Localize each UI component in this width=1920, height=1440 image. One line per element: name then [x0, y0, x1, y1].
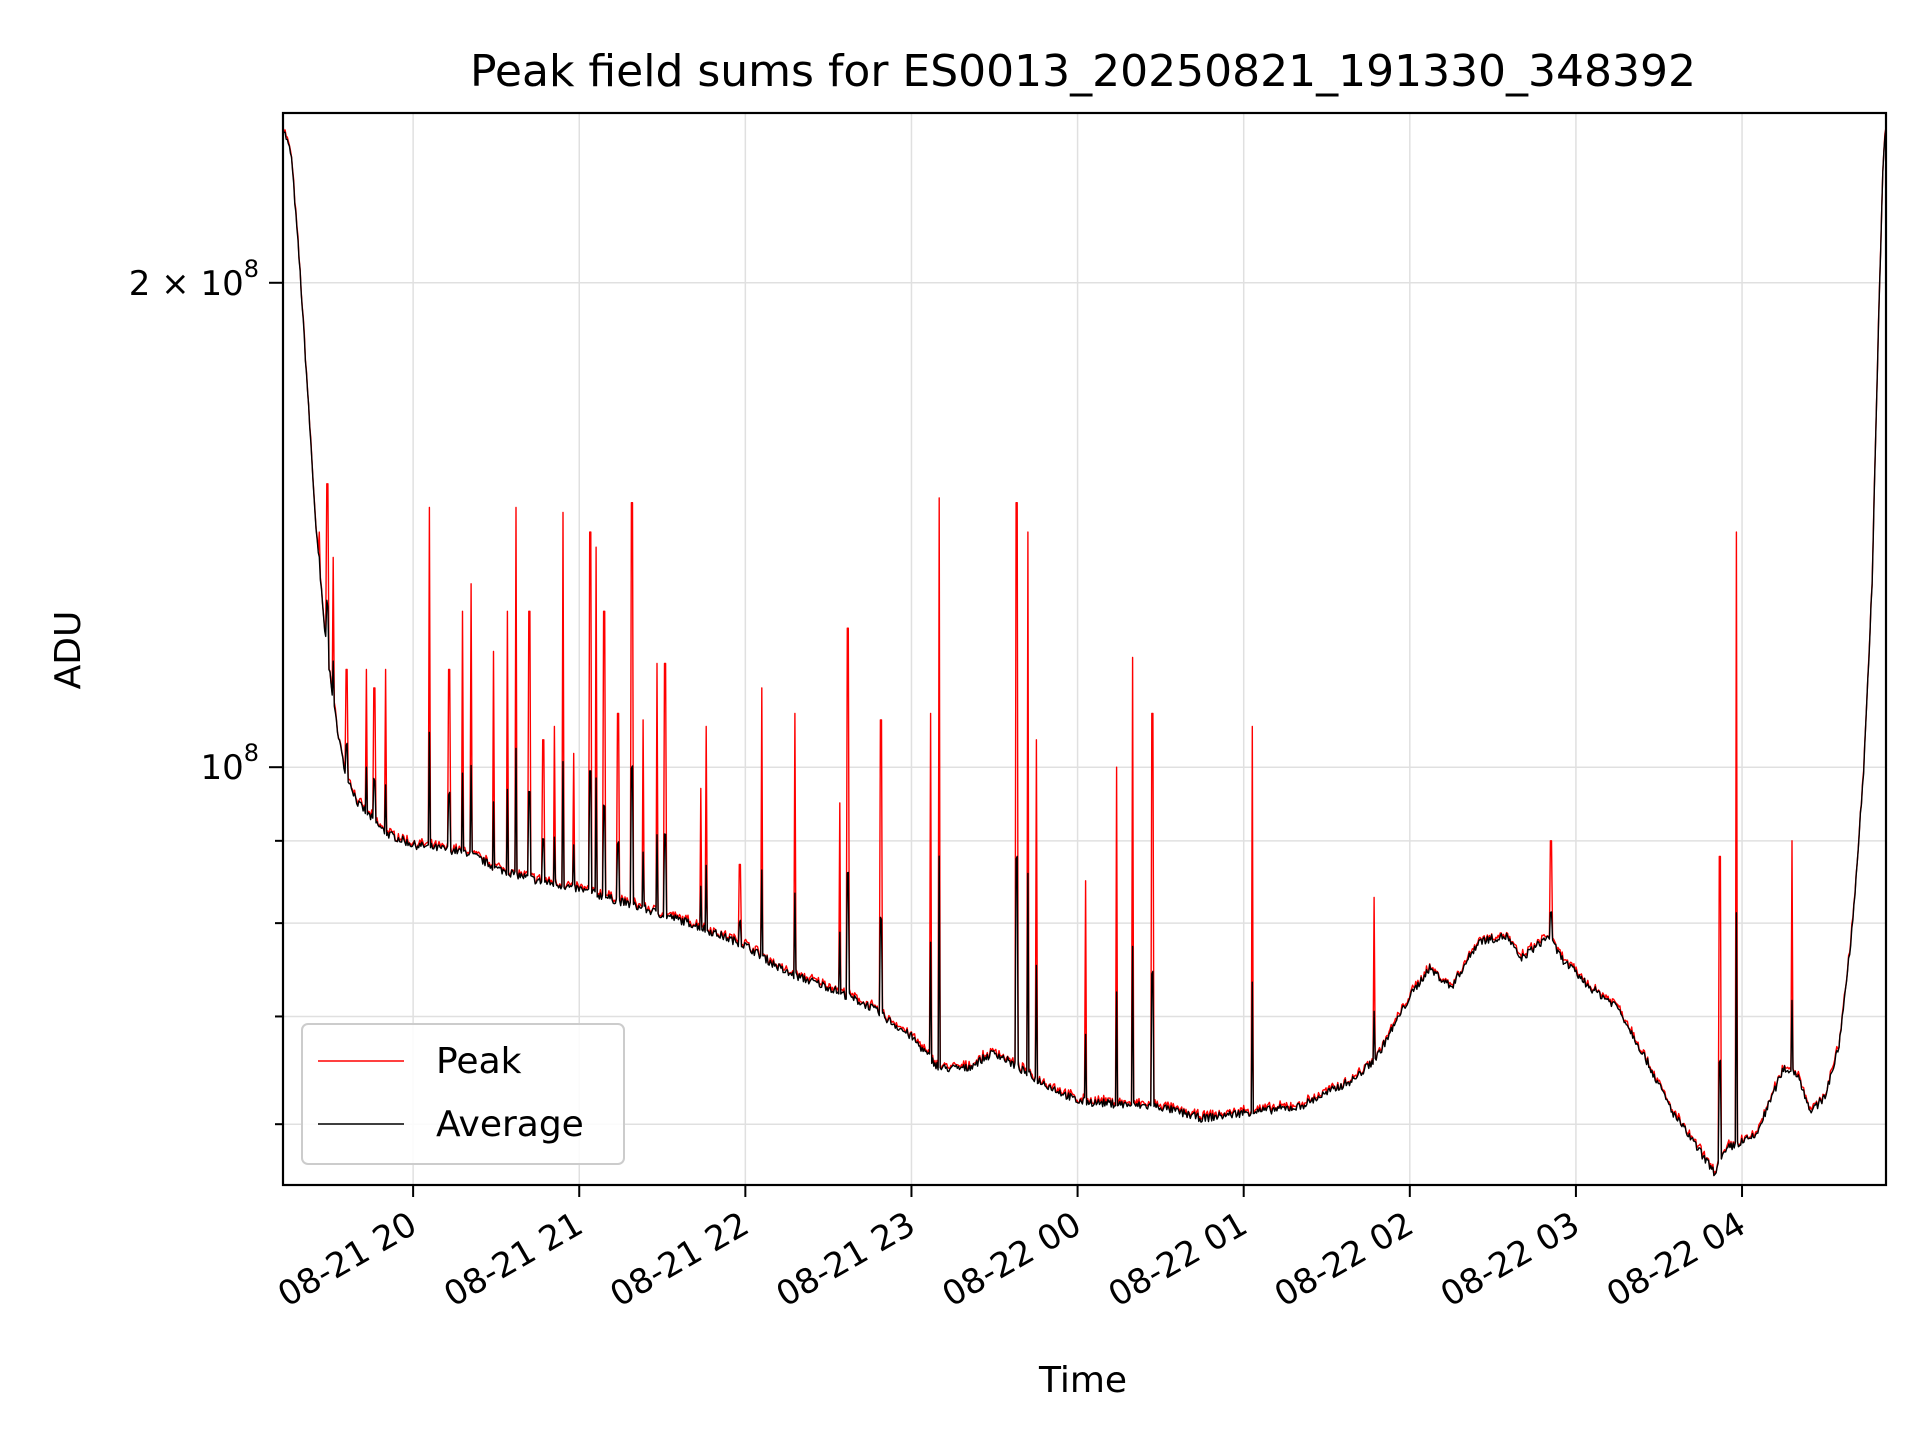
- y-tick-label: 2 × 108: [129, 255, 259, 304]
- legend-label-average: Average: [436, 1104, 584, 1145]
- chart-title: Peak field sums for ES0013_20250821_1913…: [470, 46, 1696, 97]
- y-axis-label: ADU: [48, 611, 89, 690]
- plot-frame: [281, 111, 1888, 1187]
- series-line-average: [283, 127, 1886, 1177]
- legend-label-peak: Peak: [436, 1041, 522, 1082]
- grid-layer: [283, 113, 1886, 1185]
- y-tick-label: 108: [200, 739, 259, 788]
- legend: Peak Average: [301, 1023, 625, 1165]
- x-axis-label: Time: [1038, 1360, 1127, 1401]
- legend-box: [301, 1023, 625, 1165]
- series-layer: [283, 127, 1886, 1177]
